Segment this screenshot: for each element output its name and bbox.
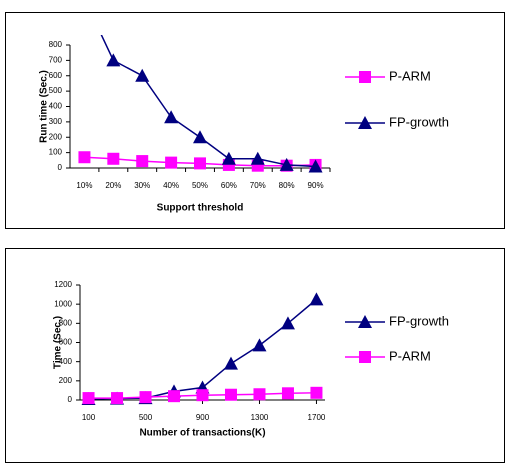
- y-tick-label: 500: [49, 86, 63, 95]
- legend-label: P-ARM: [389, 348, 431, 363]
- point: [310, 386, 323, 399]
- y-tick-label: 100: [49, 148, 63, 157]
- point: [193, 130, 207, 144]
- point: [196, 389, 209, 402]
- point: [168, 390, 181, 403]
- point: [359, 351, 371, 363]
- point: [135, 68, 150, 82]
- y-axis-title: Time (Sec.): [53, 316, 64, 369]
- point: [136, 155, 149, 168]
- x-tick-label: 100: [82, 413, 96, 422]
- y-tick-label: 1000: [54, 299, 72, 308]
- x-tick-label: 90%: [308, 181, 324, 190]
- point: [106, 53, 121, 67]
- x-tick-label: 900: [196, 413, 210, 422]
- y-tick-label: 800: [49, 40, 63, 49]
- point: [165, 156, 178, 169]
- point: [309, 292, 324, 306]
- point: [223, 356, 238, 370]
- x-tick-label: 50%: [192, 181, 208, 190]
- y-tick-label: 1200: [54, 280, 72, 289]
- x-axis-title: Number of transactions(K): [139, 428, 265, 439]
- y-axis-title: Run time (Sec.): [39, 70, 50, 143]
- plot: [81, 292, 324, 406]
- point: [224, 388, 237, 401]
- point: [221, 151, 236, 165]
- y-tick-label: 600: [59, 338, 73, 347]
- x-tick-label: 1300: [251, 413, 269, 422]
- point: [111, 392, 124, 405]
- x-tick-label: 20%: [105, 181, 121, 190]
- x-tick-label: 30%: [134, 181, 150, 190]
- point: [308, 159, 323, 173]
- x-tick-label: 80%: [279, 181, 295, 190]
- x-tick-label: 60%: [221, 181, 237, 190]
- point: [252, 338, 267, 352]
- point: [107, 152, 120, 165]
- chart-frame: [5, 12, 505, 229]
- point: [281, 387, 294, 400]
- point: [358, 116, 372, 129]
- y-tick-label: 600: [49, 71, 63, 80]
- y-tick-label: 400: [49, 102, 63, 111]
- point: [250, 151, 265, 165]
- y-tick-label: 200: [59, 376, 73, 385]
- x-tick-label: 40%: [163, 181, 179, 190]
- legend-label: FP-growth: [389, 114, 449, 129]
- point: [82, 392, 95, 405]
- legend-label: FP-growth: [389, 313, 449, 328]
- x-tick-label: 70%: [250, 181, 266, 190]
- point: [78, 151, 91, 164]
- y-tick-label: 300: [49, 117, 63, 126]
- point: [164, 110, 179, 124]
- x-tick-label: 500: [139, 413, 153, 422]
- y-tick-label: 200: [49, 132, 63, 141]
- point: [280, 316, 295, 330]
- y-tick-label: 0: [58, 163, 63, 172]
- point: [139, 391, 152, 404]
- y-tick-label: 0: [68, 395, 73, 404]
- y-tick-label: 400: [59, 357, 73, 366]
- point: [279, 157, 294, 171]
- y-tick-label: 700: [49, 55, 63, 64]
- chart-frame: [5, 248, 505, 463]
- x-axis-title: Support threshold: [157, 203, 244, 214]
- x-tick-label: 10%: [76, 181, 92, 190]
- point: [194, 157, 206, 170]
- point: [358, 315, 372, 328]
- legend-label: P-ARM: [389, 68, 431, 83]
- y-tick-label: 800: [59, 318, 73, 327]
- point: [359, 71, 371, 83]
- x-tick-label: 1700: [308, 413, 326, 422]
- plot: [78, 35, 323, 173]
- point: [253, 388, 266, 401]
